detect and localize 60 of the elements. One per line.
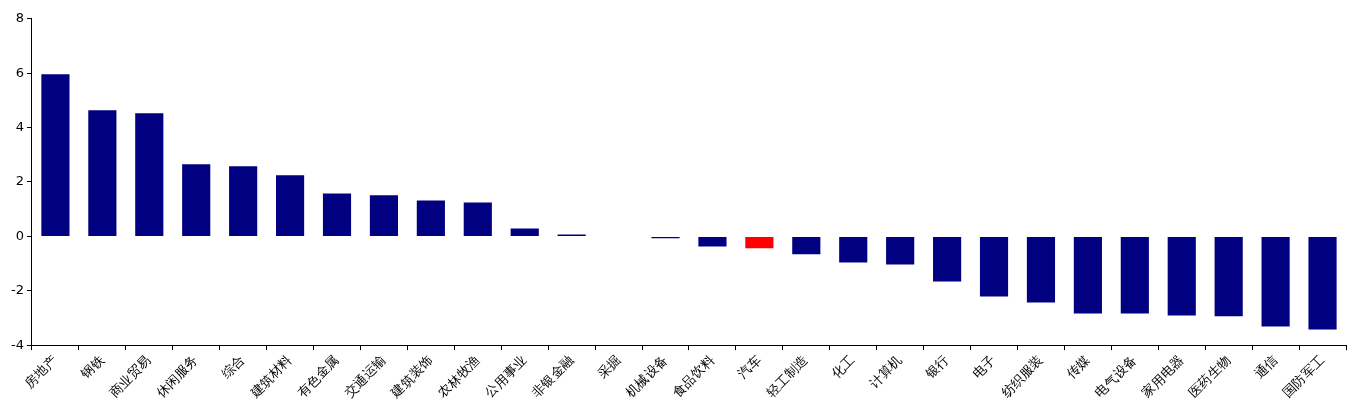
y-tick-label: 6	[15, 64, 24, 80]
x-tick-label: 传媒	[1063, 352, 1093, 382]
bar	[1026, 236, 1056, 303]
x-tick-label: 商业贸易	[106, 352, 154, 400]
bar	[979, 236, 1009, 297]
bar	[745, 236, 774, 249]
bar	[792, 236, 821, 255]
bar	[229, 166, 258, 236]
y-tick-label: -4	[10, 336, 24, 352]
x-tick-label: 农林牧渔	[434, 352, 483, 400]
y-tick-label: 0	[15, 227, 24, 243]
bar	[1308, 236, 1337, 330]
x-tick-label: 汽车	[734, 352, 764, 382]
bar	[933, 236, 962, 282]
y-tick-label: 2	[15, 173, 24, 189]
x-tick-label: 建筑装饰	[387, 352, 436, 401]
x-tick-label: 公用事业	[481, 352, 530, 400]
x-tick-label: 计算机	[866, 352, 905, 391]
y-tick-label: 8	[15, 10, 24, 26]
x-tick-label: 家用电器	[1138, 352, 1187, 400]
bar	[369, 195, 399, 236]
x-tick-label: 钢铁	[77, 352, 107, 383]
bar	[135, 113, 164, 236]
x-tick-label: 医药生物	[1185, 352, 1234, 400]
bar	[416, 200, 445, 236]
x-tick-label: 银行	[921, 352, 952, 383]
bar	[839, 236, 868, 263]
x-tick-label: 交通运输	[341, 352, 389, 400]
x-tick-label: 食品饮料	[669, 352, 717, 400]
x-tick-label: 房地产	[21, 352, 60, 391]
bar	[1073, 236, 1102, 314]
x-tick-label: 采掘	[594, 352, 624, 382]
bar	[1120, 236, 1149, 314]
x-tick-label: 休闲服务	[153, 352, 201, 400]
bar	[1261, 236, 1290, 327]
x-tick-label: 机械设备	[622, 352, 671, 400]
x-tick-label: 轻工制造	[763, 352, 811, 400]
bar	[1214, 236, 1243, 317]
bar	[276, 175, 305, 236]
bar	[88, 110, 117, 236]
bar	[698, 236, 727, 247]
bar	[182, 164, 211, 236]
x-tick-label: 纺织服装	[998, 352, 1046, 400]
x-tick-label: 有色金属	[294, 352, 342, 400]
bar	[322, 193, 352, 236]
x-tick-label: 建筑材料	[246, 352, 295, 401]
bar	[886, 236, 915, 265]
x-tick-label: 国防军工	[1279, 352, 1328, 400]
bar	[1167, 236, 1196, 316]
bar	[41, 74, 70, 236]
x-tick-label: 化工	[828, 352, 858, 382]
bar	[463, 202, 492, 236]
x-tick-label: 电子	[969, 352, 999, 382]
bar	[510, 228, 539, 236]
x-tick-label: 通信	[1251, 352, 1281, 382]
y-tick-label: 4	[15, 118, 24, 134]
y-tick-label: -2	[10, 282, 24, 298]
x-tick-label: 综合	[218, 352, 248, 382]
x-tick-label: 非银金融	[528, 352, 577, 400]
x-tick-label: 电气设备	[1091, 352, 1140, 400]
